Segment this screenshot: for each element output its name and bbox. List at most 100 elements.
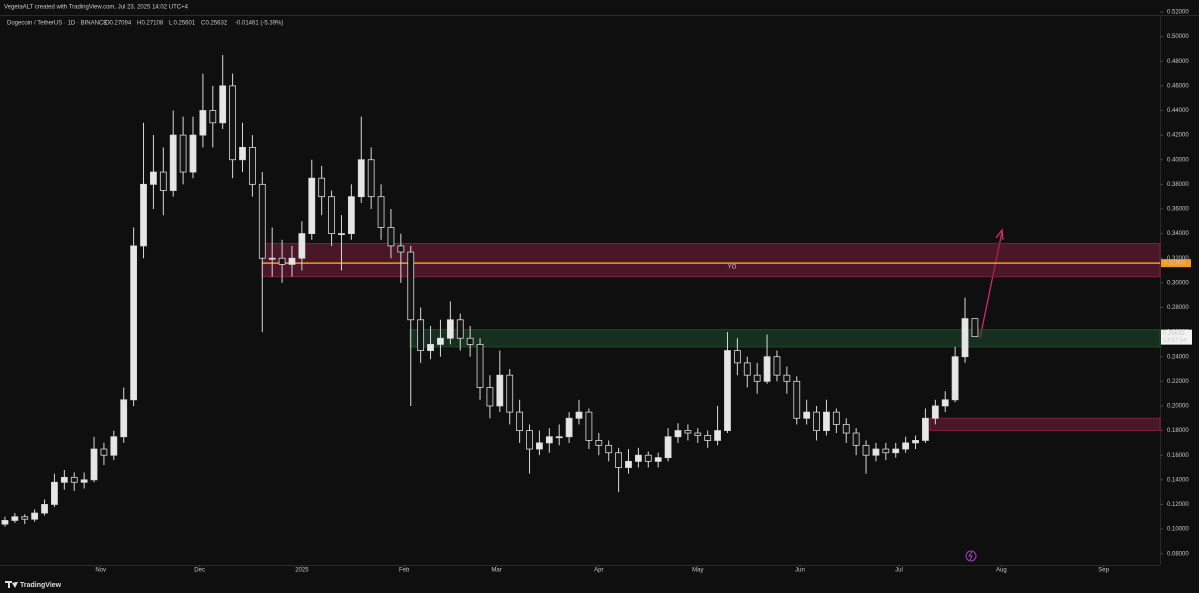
candle-body — [219, 85, 227, 124]
countdown: 13:57:54 — [1163, 338, 1187, 344]
candle-body — [21, 516, 29, 520]
y-tick-label: 0.38000 — [1167, 182, 1189, 188]
candle-body — [773, 356, 781, 376]
candle-body — [714, 430, 721, 441]
y-tick-label: 0.42000 — [1167, 133, 1189, 139]
level-label: 0.31600 — [1164, 261, 1186, 267]
candle-body — [278, 257, 286, 265]
candle-body — [852, 432, 860, 446]
candle-body — [199, 110, 207, 136]
x-tick-label: Jul — [895, 568, 903, 574]
candle-body — [585, 411, 593, 441]
y-tick-label: 0.48000 — [1167, 59, 1189, 65]
level-name: YO — [728, 265, 737, 271]
candle-body — [110, 436, 118, 456]
candle-body — [258, 183, 266, 259]
candle-body — [862, 444, 870, 456]
y-tick-label: 0.08000 — [1167, 551, 1189, 557]
candle-body — [733, 350, 741, 364]
y-tick-label: 0.10000 — [1167, 527, 1189, 533]
candle-body — [60, 476, 68, 483]
candle-body — [912, 440, 919, 444]
y-tick-label: 0.24000 — [1167, 354, 1189, 360]
y-tick-label: 0.30000 — [1167, 280, 1189, 286]
candle-body — [90, 448, 98, 481]
candle-body — [446, 319, 454, 339]
y-tick-label: 0.50000 — [1167, 34, 1189, 40]
ohlc-value: 0.27094 — [110, 21, 132, 27]
ohlc-value: 0.25601 — [174, 21, 196, 27]
y-tick-label: 0.14000 — [1167, 477, 1189, 483]
candle-body — [150, 171, 157, 185]
candle-body — [169, 134, 177, 191]
candle-body — [387, 227, 395, 247]
candle-body — [328, 196, 335, 235]
candle-body — [268, 257, 276, 260]
candle-body — [308, 177, 316, 234]
level-tag — [1161, 259, 1191, 268]
candle-body — [417, 319, 425, 351]
candle-body — [803, 411, 811, 419]
candle-body — [466, 337, 474, 345]
candle-body — [456, 319, 464, 339]
candle-body — [516, 411, 524, 431]
candle-body — [823, 411, 830, 431]
candle-body — [832, 411, 840, 425]
x-tick-label: Nov — [95, 568, 106, 574]
candle-body — [288, 257, 296, 265]
candle-body — [783, 374, 791, 382]
x-tick-label: Apr — [594, 568, 603, 574]
candle-body — [545, 436, 553, 444]
candle-body — [338, 233, 345, 236]
x-tick-label: Aug — [996, 568, 1007, 574]
candle-body — [813, 411, 820, 431]
y-tick-label: 0.28000 — [1167, 305, 1189, 311]
candle-body — [902, 442, 910, 450]
candle-body — [694, 432, 702, 436]
x-tick-label: Jun — [795, 568, 805, 574]
candle-body — [724, 350, 731, 431]
x-tick-label: Feb — [399, 568, 410, 574]
candle-body — [407, 251, 415, 321]
ohlc-value: 0.27108 — [142, 21, 164, 27]
candle-body — [951, 356, 959, 401]
candle-body — [80, 479, 88, 483]
candle-body — [961, 318, 969, 358]
x-tick-label: Dec — [194, 568, 205, 574]
candle-body — [526, 430, 533, 450]
candle-body — [209, 110, 217, 124]
candle-body — [872, 448, 880, 456]
candle-body — [51, 481, 58, 505]
candle-body — [644, 454, 652, 462]
ohlc-value: 0.25632 — [206, 21, 228, 27]
y-tick-label: 0.22000 — [1167, 379, 1189, 385]
y-tick-label: 0.52000 — [1167, 10, 1189, 16]
y-tick-label: 0.36000 — [1167, 207, 1189, 213]
candle-body — [634, 454, 642, 462]
candle-body — [654, 457, 662, 462]
candle-body — [248, 147, 256, 185]
candle-body — [664, 436, 672, 459]
candle-body — [555, 436, 563, 439]
candle-body — [318, 177, 326, 198]
ohlc-key: C — [201, 21, 206, 27]
candle-body — [31, 512, 39, 520]
candle-body — [41, 504, 48, 514]
candle-body — [684, 430, 692, 434]
candle-body — [615, 452, 623, 468]
ohlc-header: O 0.27094 H 0.27108 L 0.25601 C 0.25632 -0.01461… — [105, 21, 283, 27]
zone — [929, 417, 1161, 432]
candle-body — [575, 411, 583, 419]
y-tick-label: 0.12000 — [1167, 502, 1189, 508]
event-icon — [965, 550, 977, 562]
candle-body — [605, 444, 613, 454]
y-tick-label: 0.32000 — [1167, 256, 1189, 262]
candle-body — [427, 343, 434, 351]
candle-body — [625, 460, 632, 468]
ohlc-key: O — [105, 21, 110, 27]
candle-body — [931, 405, 939, 419]
candle-body — [229, 85, 236, 161]
candle-body — [437, 337, 444, 345]
